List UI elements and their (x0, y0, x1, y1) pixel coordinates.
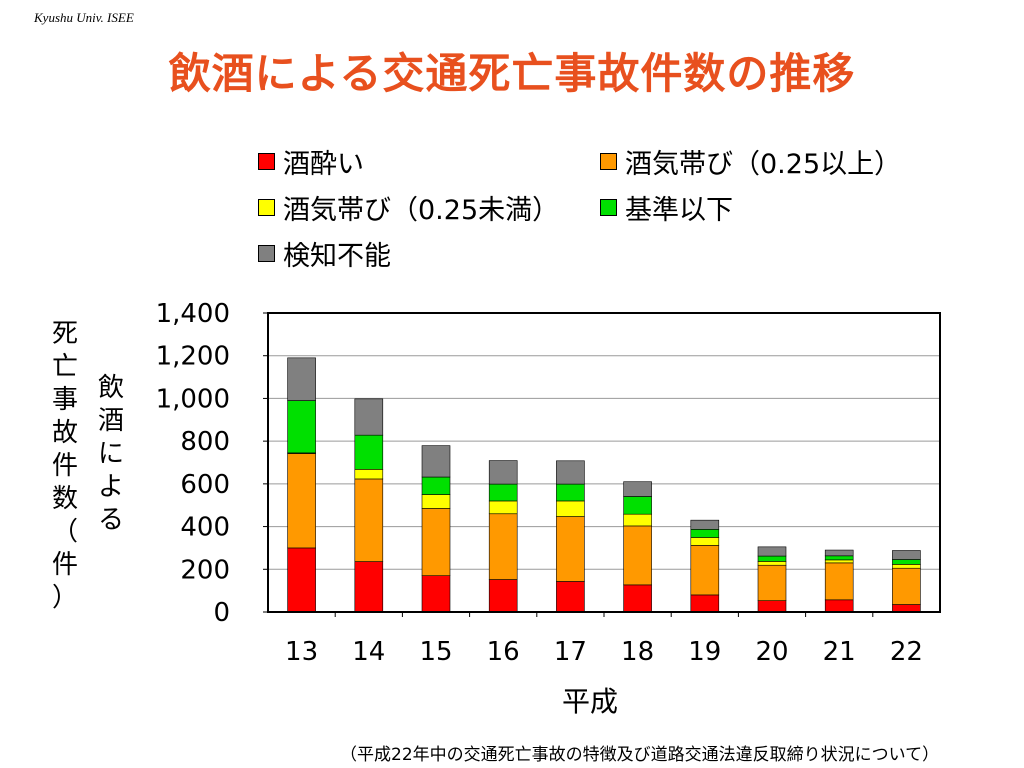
y-tick-label: 0 (213, 598, 230, 628)
bar-segment (892, 567, 921, 605)
bar-segment (488, 460, 518, 485)
y-axis-label-sub: 飲酒による (97, 373, 124, 535)
bar-segment (623, 584, 652, 613)
bar-segment (556, 483, 585, 502)
bar-segment (556, 581, 585, 613)
bar-segment (556, 500, 585, 517)
y-tick-label: 800 (180, 427, 230, 457)
y-axis-label: 死亡事故件数（件） (51, 319, 78, 613)
y-tick-label: 1,400 (156, 299, 230, 329)
bar-segment (488, 579, 518, 613)
bar-segment (757, 546, 787, 557)
bar-segment (757, 555, 787, 562)
legend-swatch-1 (258, 153, 275, 170)
bar-segment (690, 594, 720, 613)
bar-segment (287, 453, 316, 549)
x-tick-label: 19 (688, 637, 721, 667)
bar-segment (690, 529, 720, 538)
plot-frame (267, 312, 941, 613)
bar-segment (354, 469, 384, 480)
bar-segment (824, 562, 854, 601)
bar-segment (556, 460, 585, 485)
bar-segment (354, 478, 384, 562)
bar-segment (824, 555, 854, 561)
legend-label-4: 基準以下 (625, 195, 733, 226)
bar-segment (354, 398, 384, 436)
y-tick-label: 1,000 (156, 384, 230, 414)
legend-label-3: 酒気帯び（0.25未満） (283, 195, 560, 226)
y-tick-label: 600 (180, 470, 230, 500)
bar-segment (690, 545, 720, 596)
legend-swatch-5 (258, 245, 275, 262)
bar-segment (690, 519, 720, 530)
bar-segment (690, 537, 720, 546)
x-tick-label: 14 (352, 637, 385, 667)
bar-segment (421, 494, 451, 509)
bar-segment (421, 476, 451, 495)
legend-item-1: 酒酔い (258, 142, 364, 181)
bar-segment (824, 599, 854, 613)
x-tick-label: 21 (823, 637, 856, 667)
bar-segment (623, 525, 652, 586)
x-tick-label: 13 (285, 637, 318, 667)
x-axis-label: 平成 (561, 685, 618, 718)
bar-segment (421, 508, 451, 576)
page-title: 飲酒による交通死亡事故件数の推移 (168, 49, 856, 98)
x-tick-label: 15 (419, 637, 452, 667)
bar-segment (824, 559, 854, 564)
x-tick-label: 17 (554, 637, 587, 667)
bar-segment (287, 547, 316, 613)
bar-segment (757, 561, 787, 566)
bar-segment (892, 564, 921, 569)
bar-segment (623, 513, 652, 527)
y-tick-label: 1,200 (156, 342, 230, 372)
bar-segment (488, 500, 518, 515)
x-tick-label: 16 (487, 637, 520, 667)
bar-segment (421, 445, 451, 478)
bar-segment (824, 549, 854, 557)
bar-segment (354, 561, 384, 613)
bar-segment (892, 550, 921, 560)
bar-segment (892, 559, 921, 565)
bar-segment (488, 483, 518, 502)
legend-label-2: 酒気帯び（0.25以上） (625, 149, 902, 180)
x-tick-label: 18 (621, 637, 654, 667)
legend-swatch-2 (600, 153, 617, 170)
legend-item-3: 酒気帯び（0.25未満） (258, 188, 559, 227)
legend-item-4: 基準以下 (600, 188, 733, 227)
bar-segment (287, 357, 316, 401)
legend-label-1: 酒酔い (283, 149, 364, 180)
y-tick-label: 400 (180, 513, 230, 543)
bar-segment (623, 496, 652, 515)
bar-segment (623, 481, 652, 497)
bar-segment (757, 600, 787, 613)
legend-label-5: 検知不能 (283, 241, 391, 272)
chart-legend: 酒酔い 酒気帯び（0.25以上） 酒気帯び（0.25未満） 基準以下 検知不能 (258, 142, 978, 282)
legend-item-2: 酒気帯び（0.25以上） (600, 142, 901, 181)
legend-item-5: 検知不能 (258, 234, 391, 273)
x-tick-label: 20 (755, 637, 788, 667)
bar-segment (421, 575, 451, 613)
bar-segment (556, 516, 585, 582)
source-footnote: （平成22年中の交通死亡事故の特徴及び道路交通法違反取締り状況について） (340, 745, 940, 765)
bar-segment (287, 400, 316, 454)
bar-segment (488, 513, 518, 580)
legend-swatch-4 (600, 199, 617, 216)
bar-segment (892, 604, 921, 613)
bar-segment (354, 434, 384, 470)
organization-label: Kyushu Univ. ISEE (34, 10, 134, 25)
bar-segment (757, 564, 787, 601)
y-tick-label: 200 (180, 555, 230, 585)
x-tick-label: 22 (890, 637, 923, 667)
legend-swatch-3 (258, 199, 275, 216)
